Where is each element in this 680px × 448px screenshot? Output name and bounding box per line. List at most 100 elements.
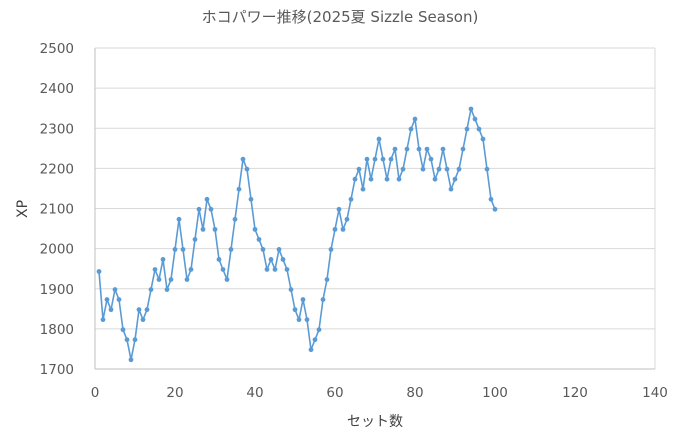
data-point	[272, 267, 278, 272]
data-point	[116, 297, 122, 302]
y-axis-title: XP	[15, 200, 31, 218]
data-point	[444, 166, 450, 172]
x-tick-label: 40	[246, 385, 263, 401]
data-point	[184, 277, 190, 282]
data-point	[228, 247, 234, 252]
data-point	[224, 277, 230, 282]
data-point	[124, 337, 130, 343]
data-point	[380, 156, 386, 162]
data-point	[220, 267, 226, 272]
data-point	[212, 226, 218, 232]
data-point	[320, 297, 326, 302]
data-point	[456, 166, 462, 172]
y-tick-label: 1800	[40, 322, 74, 338]
data-point	[252, 226, 258, 232]
data-point	[216, 257, 222, 262]
data-point	[280, 257, 286, 262]
data-point	[292, 307, 298, 313]
data-point	[108, 307, 114, 313]
data-point	[260, 247, 266, 252]
data-point	[276, 247, 282, 252]
data-point	[368, 176, 374, 182]
data-point	[392, 146, 398, 152]
data-point	[104, 297, 110, 302]
data-point	[416, 146, 422, 152]
data-point	[404, 146, 410, 152]
data-point	[180, 247, 186, 252]
x-tick-label: 20	[166, 385, 183, 401]
y-tick-label: 2200	[40, 161, 74, 177]
data-point	[388, 156, 394, 162]
data-point	[300, 297, 306, 302]
y-tick-label: 2100	[40, 202, 74, 218]
data-point	[348, 196, 354, 202]
data-point	[376, 136, 382, 142]
y-tick-label: 2400	[40, 81, 74, 97]
data-point	[420, 166, 426, 172]
x-tick-label: 80	[406, 385, 423, 401]
data-point	[140, 317, 146, 323]
data-point	[244, 166, 250, 172]
data-point	[288, 287, 294, 292]
data-point	[176, 216, 182, 222]
data-point	[492, 206, 498, 212]
data-point	[324, 277, 330, 282]
data-point	[480, 136, 486, 142]
x-tick-label: 60	[326, 385, 343, 401]
chart-title: ホコパワー推移(2025夏 Sizzle Season)	[202, 8, 479, 26]
gridlines	[95, 47, 656, 370]
data-point	[160, 257, 166, 262]
data-point	[356, 166, 362, 172]
data-point	[136, 307, 142, 313]
data-point	[128, 357, 134, 363]
series-line	[98, 108, 496, 361]
data-point	[360, 186, 366, 192]
data-point	[284, 267, 290, 272]
data-point	[396, 176, 402, 182]
data-point	[148, 287, 154, 292]
data-point	[100, 317, 106, 323]
axes: 1700 1800 1900 2000 2100 2200 2300 2400 2500 0 20 4…	[40, 41, 668, 401]
data-point	[96, 269, 102, 274]
data-point	[464, 126, 470, 132]
data-point	[476, 126, 482, 132]
data-point	[312, 337, 318, 343]
data-point	[340, 226, 346, 232]
x-tick-label: 120	[562, 385, 588, 401]
data-point	[436, 166, 442, 172]
data-point	[408, 126, 414, 132]
data-point	[372, 156, 378, 162]
data-point	[240, 156, 246, 162]
data-point	[200, 226, 206, 232]
data-point	[164, 287, 170, 292]
data-point	[400, 166, 406, 172]
data-point	[484, 166, 490, 172]
data-point	[264, 267, 270, 272]
x-axis-title: セット数	[347, 414, 403, 430]
data-point	[188, 267, 194, 272]
y-tick-label: 2000	[40, 242, 74, 258]
data-point	[440, 146, 446, 152]
data-point	[308, 347, 314, 353]
data-point	[316, 327, 322, 333]
data-point	[256, 237, 262, 242]
data-point	[452, 176, 458, 182]
data-point	[204, 196, 210, 202]
data-point	[384, 176, 390, 182]
data-point	[468, 106, 474, 112]
data-point	[132, 337, 138, 343]
data-point	[144, 307, 150, 313]
data-point	[352, 176, 358, 182]
data-point	[208, 206, 214, 212]
data-point	[472, 116, 478, 122]
y-tick-label: 2500	[40, 41, 74, 57]
data-point	[236, 186, 242, 192]
data-point	[172, 247, 178, 252]
data-point	[268, 257, 274, 262]
data-point	[156, 277, 162, 282]
y-tick-label: 1900	[40, 282, 74, 298]
data-point	[328, 247, 334, 252]
data-point	[304, 317, 310, 323]
